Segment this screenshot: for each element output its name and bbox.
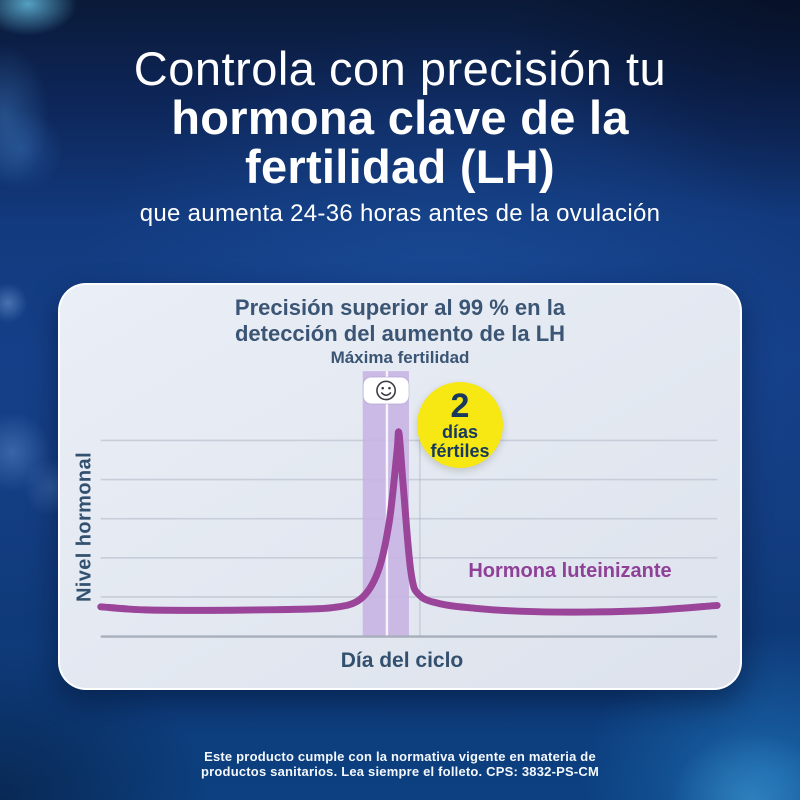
headline-line-1: Controla con precisión tu bbox=[133, 42, 667, 95]
fertile-days-number: 2 bbox=[450, 387, 470, 425]
legal-footer-line-1: Este producto cumple con la normativa vi… bbox=[204, 749, 596, 764]
legal-footer: Este producto cumple con la normativa vi… bbox=[0, 749, 800, 779]
legal-footer-line-2: productos sanitarios. Lea siempre el fol… bbox=[201, 764, 599, 779]
smiley-icon bbox=[376, 380, 397, 401]
headline-subtitle: que aumenta 24-36 horas antes de la ovul… bbox=[139, 200, 661, 227]
smiley-eye-right bbox=[388, 386, 391, 390]
fertile-days-word-2: fértiles bbox=[430, 441, 490, 461]
headline: Controla con precisión tu hormona clave … bbox=[0, 44, 800, 228]
fertile-days-word-1: días bbox=[441, 422, 479, 442]
fertile-days-badge: 2 días fértiles bbox=[417, 382, 503, 468]
chart-title-line-1: Precisión superior al 99 % en la bbox=[234, 295, 566, 320]
smiley-marker bbox=[362, 376, 410, 405]
x-axis-label: Día del ciclo bbox=[340, 649, 464, 672]
headline-line-2: hormona clave de la bbox=[171, 91, 629, 144]
fertile-window-label: Máxima fertilidad bbox=[330, 348, 470, 367]
series-label: Hormona luteinizante bbox=[468, 560, 672, 582]
y-axis-label: Nivel hormonal bbox=[73, 451, 96, 603]
lh-curve bbox=[97, 428, 721, 616]
chart-title-line-2: detección del aumento de la LH bbox=[234, 321, 566, 346]
chart-card: Precisión superior al 99 % en la detecci… bbox=[58, 283, 742, 690]
smiley-eye-left bbox=[381, 386, 384, 390]
headline-line-3: fertilidad (LH) bbox=[245, 140, 555, 193]
chart-layers bbox=[97, 371, 721, 638]
chart-title: Precisión superior al 99 % en la detecci… bbox=[60, 295, 740, 347]
lh-chart-svg bbox=[97, 371, 721, 638]
smiley-mouth bbox=[380, 392, 392, 396]
